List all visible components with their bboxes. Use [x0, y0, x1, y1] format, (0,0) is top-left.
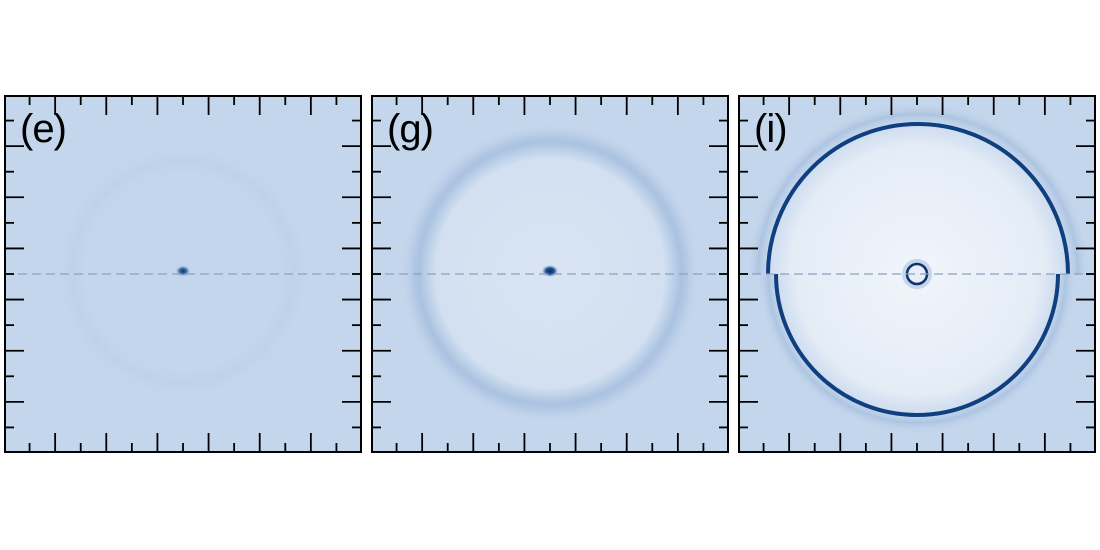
panel-i-image	[738, 95, 1096, 453]
panel-e-frame	[4, 95, 362, 453]
panel-e-center-spot	[175, 265, 191, 277]
panel-i-label: (i)	[754, 107, 788, 151]
panel-g-frame	[371, 95, 729, 453]
panel-g: (g)	[371, 95, 729, 453]
panel-g-center-spot	[541, 264, 559, 278]
panel-g-image	[371, 95, 729, 453]
panel-i-upper-ring	[766, 122, 1070, 274]
panel-e-ticks	[4, 95, 362, 453]
panel-i: (i)	[738, 95, 1096, 453]
panel-i-frame	[738, 95, 1096, 453]
panel-i-lower-ring	[774, 274, 1060, 417]
panel-i-lower-half	[757, 274, 1077, 434]
panel-e-label: (e)	[20, 107, 67, 151]
panel-e-image	[4, 95, 362, 453]
panel-i-upper-half	[746, 102, 1090, 274]
panel-g-label: (g)	[387, 107, 434, 151]
panel-e: (e)	[4, 95, 362, 453]
